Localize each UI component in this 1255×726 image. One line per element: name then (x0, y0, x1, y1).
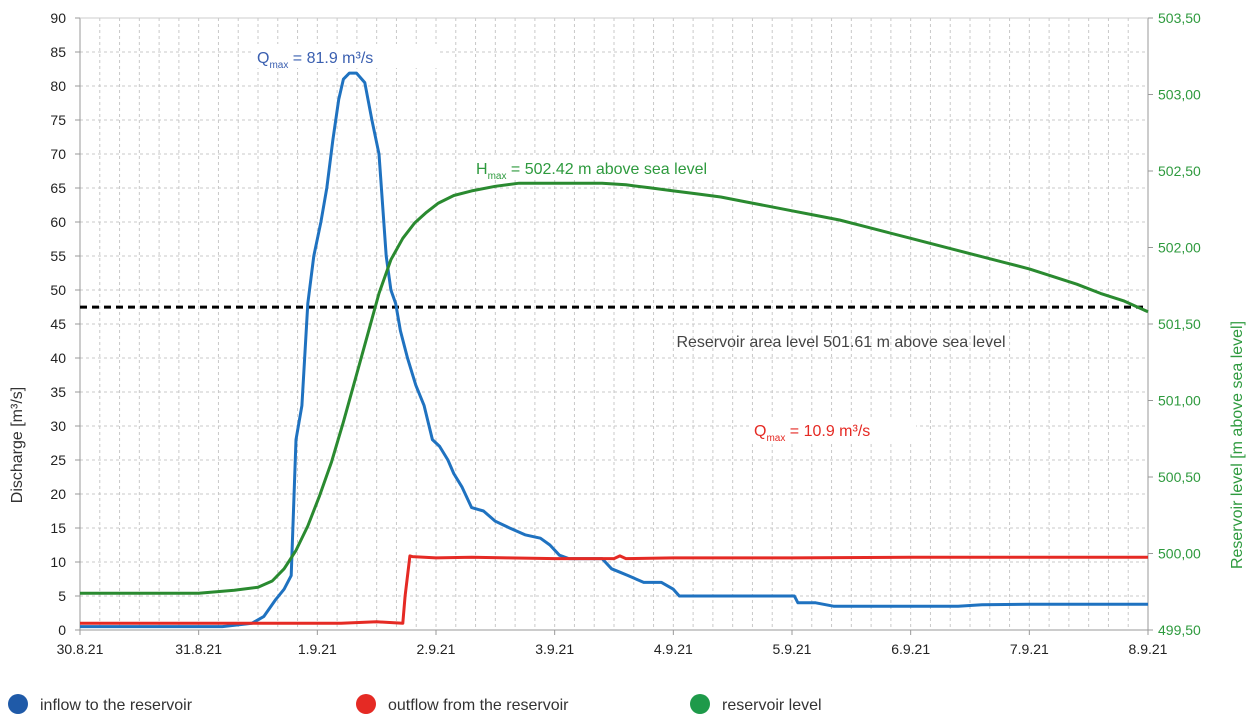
y-tick-label: 85 (50, 44, 66, 60)
y-tick-label: 30 (50, 418, 66, 434)
y-axis-title: Discharge [m³/s] (9, 387, 26, 503)
y-right-tick-label: 503,50 (1158, 10, 1201, 26)
y-tick-label: 65 (50, 180, 66, 196)
x-tick-label: 7.9.21 (1010, 641, 1049, 657)
annotation-background (472, 156, 760, 180)
y-tick-label: 5 (58, 588, 66, 604)
y-right-tick-label: 500,00 (1158, 546, 1201, 562)
y-tick-label: 90 (50, 10, 66, 26)
x-tick-label: 31.8.21 (175, 641, 222, 657)
outflow-series-line (80, 554, 1148, 625)
y-right-tick-label: 501,50 (1158, 316, 1201, 332)
y-tick-label: 80 (50, 78, 66, 94)
annotation-outflow-max: Qmax = 10.9 m³/s (754, 423, 870, 444)
y-tick-label: 35 (50, 384, 66, 400)
legend-marker (356, 694, 376, 714)
y-tick-label: 20 (50, 486, 66, 502)
annotation-background (252, 44, 438, 68)
y-right-tick-label: 502,50 (1158, 163, 1201, 179)
x-tick-label: 6.9.21 (891, 641, 930, 657)
annotation-level-max: Hmax = 502.42 m above sea level (476, 161, 707, 182)
axes: 0 5 10 15 20 25 30 35 40 45 50 55 60 65 70 75 80 85 90 499,… (50, 10, 1201, 657)
annotation-inflow-max: Qmax = 81.9 m³/s (257, 50, 373, 71)
y-tick-label: 75 (50, 112, 66, 128)
x-tick-label: 4.9.21 (654, 641, 693, 657)
y-right-tick-label: 502,00 (1158, 240, 1201, 256)
y-tick-label: 10 (50, 554, 66, 570)
reservoir-level-series-line (80, 181, 1149, 595)
y-right-tick-label: 499,50 (1158, 622, 1201, 638)
y-tick-label: 60 (50, 214, 66, 230)
legend-label: outflow from the reservoir (388, 697, 569, 714)
y-tick-label: 70 (50, 146, 66, 162)
y-tick-label: 50 (50, 282, 66, 298)
annotations-group: Qmax = 81.9 m³/s Hmax = 502.42 m above se… (252, 44, 916, 444)
y-tick-label: 0 (58, 622, 66, 638)
reference-line-label: Reservoir area level 501.61 m above sea … (676, 334, 1005, 351)
x-tick-label: 2.9.21 (417, 641, 456, 657)
x-tick-label: 5.9.21 (773, 641, 812, 657)
y-tick-label: 40 (50, 350, 66, 366)
y-right-tick-label: 500,50 (1158, 469, 1201, 485)
y-tick-label: 45 (50, 316, 66, 332)
legend: inflow to the reservoir outflow from the … (8, 694, 822, 714)
x-tick-label: 3.9.21 (535, 641, 574, 657)
series-group (80, 71, 1149, 629)
x-tick-label: 8.9.21 (1129, 641, 1168, 657)
legend-marker (690, 694, 710, 714)
y-right-tick-label: 503,00 (1158, 87, 1201, 103)
annotation-background (750, 418, 916, 442)
legend-label: inflow to the reservoir (40, 697, 193, 714)
x-tick-label: 1.9.21 (298, 641, 337, 657)
y-tick-label: 25 (50, 452, 66, 468)
y-right-tick-label: 501,00 (1158, 393, 1201, 409)
y-axis-right-title: Reservoir level [m above sea level] (1229, 321, 1246, 569)
legend-marker (8, 694, 28, 714)
inflow-series-line (80, 71, 1148, 629)
legend-label: reservoir level (722, 697, 822, 714)
grid (79, 17, 1149, 631)
y-tick-label: 55 (50, 248, 66, 264)
x-tick-label: 30.8.21 (57, 641, 104, 657)
y-tick-label: 15 (50, 520, 66, 536)
